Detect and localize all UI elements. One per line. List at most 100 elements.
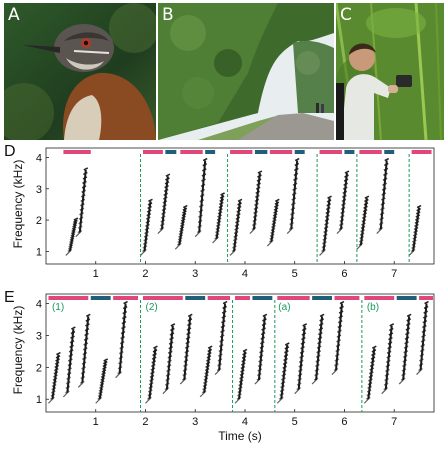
- e-phrase-bar: [396, 296, 417, 300]
- d-ytick-label: 1: [36, 246, 42, 258]
- e-phrase-bar: [235, 296, 250, 300]
- e-note: [145, 345, 158, 404]
- d-note: [408, 204, 422, 256]
- e-xtick-label: 5: [292, 416, 298, 428]
- e-segment-label: (b): [367, 302, 379, 313]
- e-y-ticks: 1 2 3 4: [36, 299, 49, 406]
- d-note: [157, 173, 171, 234]
- d-note: [376, 157, 390, 234]
- d-phrase-bar: [319, 150, 342, 154]
- photo-recordist: [336, 3, 444, 140]
- d-note: [266, 198, 280, 247]
- d-ytick-label: 3: [36, 184, 42, 196]
- e-phrase-bar: [252, 296, 273, 300]
- e-phrase-bar: [364, 296, 395, 300]
- d-ytick-label: 4: [36, 152, 42, 164]
- d-note: [65, 217, 79, 256]
- e-note: [77, 313, 91, 388]
- photo-forest-road: [158, 3, 334, 140]
- e-ylabel: Frequency (kHz): [11, 306, 25, 395]
- d-note: [286, 157, 300, 234]
- d-phrase-bar: [143, 150, 163, 154]
- e-phrase-bar: [419, 296, 434, 300]
- e-xtick-label: 7: [391, 416, 397, 428]
- d-note: [140, 198, 153, 256]
- d-phrase-bars: [63, 150, 432, 154]
- d-phrase-bar: [294, 150, 305, 154]
- d-x-ticks: 1 2 3 4 5 6 7: [93, 261, 397, 280]
- d-boundaries: [140, 154, 410, 264]
- d-xtick-label: 4: [242, 268, 248, 280]
- d-xtick-label: 6: [341, 268, 347, 280]
- d-phrase-bar: [180, 150, 203, 154]
- panel-label-d: D: [4, 143, 16, 160]
- d-xtick-label: 1: [93, 268, 99, 280]
- e-note: [162, 323, 176, 395]
- e-ytick-label: 1: [36, 394, 42, 406]
- e-note: [311, 313, 325, 385]
- e-xtick-label: 4: [242, 416, 248, 428]
- e-xtick-label: 3: [192, 416, 198, 428]
- panel-label-a: A: [8, 5, 20, 25]
- e-ytick-label: 3: [36, 330, 42, 342]
- panel-label-e: E: [4, 289, 15, 306]
- d-phrase-bar: [269, 150, 293, 154]
- d-note: [229, 198, 243, 256]
- forest-illustration: [158, 3, 334, 140]
- d-y-ticks: 1 2 3 4: [36, 152, 49, 258]
- d-ylabel: Frequency (kHz): [11, 160, 25, 249]
- d-phrase-bar: [411, 150, 432, 154]
- panel-e: E Frequency (kHz) (1) (2) (a) (b) 1 2 3 4 1 2 3 4…: [4, 289, 435, 443]
- e-note: [416, 300, 429, 375]
- d-note: [336, 170, 350, 234]
- e-phrase-bar: [48, 296, 89, 300]
- e-phrase-bars: [48, 296, 434, 300]
- d-phrase-bar: [254, 150, 268, 154]
- e-note: [234, 348, 248, 404]
- e-note: [95, 358, 109, 404]
- e-note: [62, 326, 76, 398]
- e-note: [179, 313, 193, 385]
- e-note: [115, 300, 128, 379]
- d-phrase-bar: [165, 150, 177, 154]
- d-note: [249, 170, 263, 234]
- e-note: [199, 345, 213, 398]
- d-notes: [65, 157, 422, 256]
- d-xtick-label: 3: [192, 268, 198, 280]
- e-note: [381, 323, 395, 395]
- e-phrase-bar: [143, 296, 183, 300]
- e-notes: [48, 300, 429, 404]
- e-note: [363, 345, 377, 404]
- d-phrase-bar: [344, 150, 355, 154]
- d-note: [194, 157, 208, 238]
- e-xlabel: Time (s): [218, 429, 262, 443]
- e-phrase-bar: [207, 296, 231, 300]
- panel-label-b: B: [162, 5, 174, 25]
- d-ytick-label: 2: [36, 215, 42, 227]
- d-xtick-label: 2: [142, 268, 148, 280]
- e-phrase-bar: [113, 296, 139, 300]
- e-phrase-bar: [334, 296, 360, 300]
- e-note: [398, 313, 412, 385]
- e-ytick-label: 2: [36, 362, 42, 374]
- e-xtick-label: 1: [93, 416, 99, 428]
- e-note: [254, 313, 268, 385]
- e-segment-label: (a): [278, 302, 290, 313]
- e-note: [48, 351, 61, 404]
- e-note: [294, 323, 308, 395]
- d-note: [212, 192, 225, 244]
- e-segment-labels: (1) (2) (a) (b): [52, 302, 379, 313]
- d-phrase-bar: [384, 150, 395, 154]
- d-phrase-bar: [63, 150, 91, 154]
- d-plot-frame: [45, 147, 435, 265]
- panel-d: D Frequency (kHz) 1 2 3 4 1 2 3 4 5 6 7: [4, 143, 435, 280]
- d-phrase-bar: [359, 150, 382, 154]
- e-boundaries: [140, 300, 363, 412]
- e-note: [214, 300, 228, 375]
- panel-label-c: C: [340, 5, 352, 25]
- photo-bird: [4, 3, 156, 140]
- d-phrase-bar: [230, 150, 253, 154]
- e-xtick-label: 2: [142, 416, 148, 428]
- d-phrase-bar: [205, 150, 216, 154]
